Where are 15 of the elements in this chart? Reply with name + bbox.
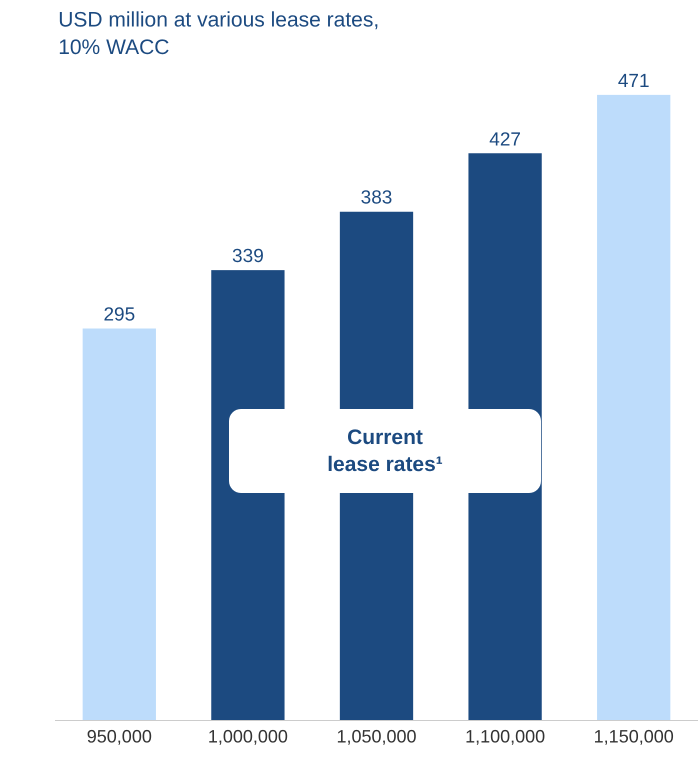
- x-tick-label: 950,000: [86, 726, 152, 747]
- x-tick-label: 1,000,000: [208, 726, 288, 747]
- chart-title: USD million at various lease rates, 10% WACC: [58, 8, 380, 59]
- x-tick-label: 1,100,000: [465, 726, 546, 747]
- data-label: 427: [489, 129, 521, 150]
- data-label: 295: [103, 304, 136, 326]
- x-tick-label: 1,050,000: [336, 726, 417, 747]
- x-tick-label: 1,150,000: [594, 726, 674, 747]
- callout-box: Current lease rates¹: [229, 409, 541, 493]
- bar: [597, 94, 670, 720]
- data-label: 339: [232, 246, 264, 268]
- bar: [82, 328, 156, 720]
- data-label: 383: [360, 188, 392, 209]
- annotation: Current lease rates¹: [327, 425, 443, 478]
- data-label: 471: [618, 70, 650, 92]
